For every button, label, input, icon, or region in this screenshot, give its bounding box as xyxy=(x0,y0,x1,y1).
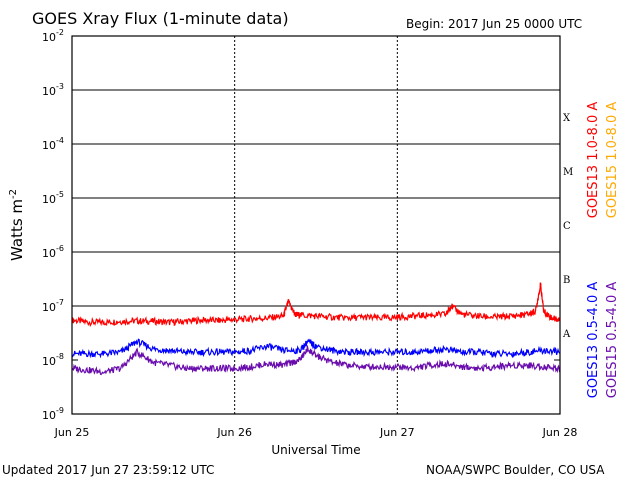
y-tick-label: 10-4 xyxy=(42,136,64,152)
credit: NOAA/SWPC Boulder, CO USA xyxy=(426,463,605,477)
x-tick-label: Jun 27 xyxy=(379,426,415,439)
y-tick-label: 10-6 xyxy=(42,244,64,260)
begin-time: Begin: 2017 Jun 25 0000 UTC xyxy=(406,17,582,31)
y-tick-label: 10-9 xyxy=(42,406,64,422)
flare-class-label: A xyxy=(562,329,571,340)
x-axis-label: Universal Time xyxy=(271,443,360,457)
flare-class-label: M xyxy=(563,167,573,178)
legend-entry: GOES15 0.5-4.0 A xyxy=(605,282,620,399)
x-tick-label: Jun 26 xyxy=(216,426,252,439)
legend-entry: GOES13 0.5-4.0 A xyxy=(586,282,601,399)
flare-class-labels: A B C M X xyxy=(562,113,573,340)
y-tick-label: 10-5 xyxy=(42,190,64,206)
x-tick-label: Jun 28 xyxy=(542,426,578,439)
chart-title: GOES Xray Flux (1-minute data) xyxy=(32,9,289,28)
y-tick-label: 10-7 xyxy=(42,298,64,314)
legend-entry: GOES13 1.0-8.0 A xyxy=(586,102,601,219)
y-tick-label: 10-3 xyxy=(42,82,64,98)
updated-timestamp: Updated 2017 Jun 27 23:59:12 UTC xyxy=(2,463,214,477)
series-lines xyxy=(71,282,561,376)
x-tick-label: Jun 25 xyxy=(54,426,90,439)
y-tick-label: 10-8 xyxy=(42,352,64,368)
series-line xyxy=(71,344,561,376)
flare-class-label: B xyxy=(563,275,570,286)
legend: GOES13 1.0-8.0 A GOES15 1.0-8.0 A GOES13 0… xyxy=(586,102,620,399)
legend-entry: GOES15 1.0-8.0 A xyxy=(605,102,620,219)
series-line xyxy=(71,282,561,328)
grid-lines xyxy=(72,36,560,414)
y-axis-label: Watts m-2 xyxy=(8,189,26,261)
y-axis-ticks: 10-9 10-8 10-7 10-6 10-5 10-4 10-3 10-2 xyxy=(42,28,560,422)
plot-frame xyxy=(71,35,561,415)
series-line xyxy=(71,338,561,359)
flare-class-label: X xyxy=(563,113,571,124)
flare-class-label: C xyxy=(563,221,571,232)
y-tick-label: 10-2 xyxy=(42,28,64,44)
x-axis-ticks: Jun 25 Jun 26 Jun 27 Jun 28 xyxy=(54,426,578,439)
